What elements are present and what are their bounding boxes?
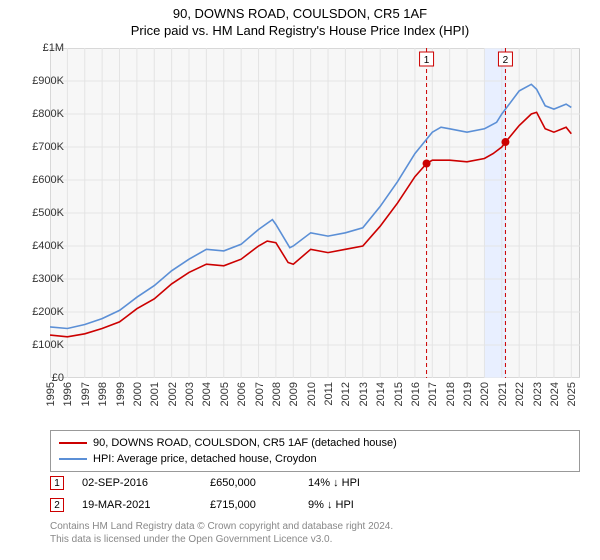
legend-item-price-paid: 90, DOWNS ROAD, COULSDON, CR5 1AF (detac…	[59, 435, 571, 451]
legend-swatch	[59, 442, 87, 444]
y-tick-label: £900K	[22, 75, 64, 87]
x-tick-label: 2016	[410, 382, 422, 406]
x-tick-label: 2001	[149, 382, 161, 406]
svg-text:1: 1	[424, 55, 430, 66]
legend-label: 90, DOWNS ROAD, COULSDON, CR5 1AF (detac…	[93, 435, 397, 451]
x-tick-label: 2017	[427, 382, 439, 406]
x-tick-label: 2019	[462, 382, 474, 406]
x-tick-label: 2010	[306, 382, 318, 406]
svg-text:2: 2	[503, 55, 509, 66]
x-tick-label: 2025	[566, 382, 578, 406]
x-tick-label: 2005	[219, 382, 231, 406]
sale-row: 2 19-MAR-2021 £715,000 9% ↓ HPI	[50, 494, 580, 516]
sale-diff: 9% ↓ HPI	[308, 499, 388, 511]
chart-area: 12	[50, 48, 580, 378]
x-tick-label: 2000	[132, 382, 144, 406]
y-tick-label: £1M	[22, 42, 64, 54]
sale-row: 1 02-SEP-2016 £650,000 14% ↓ HPI	[50, 472, 580, 494]
x-tick-label: 2014	[375, 382, 387, 406]
sale-date: 19-MAR-2021	[82, 499, 192, 511]
x-tick-label: 2004	[201, 382, 213, 406]
x-tick-label: 2021	[497, 382, 509, 406]
x-tick-label: 2008	[271, 382, 283, 406]
y-tick-label: £600K	[22, 174, 64, 186]
x-tick-label: 2012	[340, 382, 352, 406]
footer-line: Contains HM Land Registry data © Crown c…	[50, 520, 580, 533]
x-tick-label: 2022	[514, 382, 526, 406]
x-tick-label: 2024	[549, 382, 561, 406]
y-tick-label: £100K	[22, 339, 64, 351]
sale-marker-badge: 2	[50, 498, 64, 512]
x-tick-label: 2011	[323, 382, 335, 406]
legend-label: HPI: Average price, detached house, Croy…	[93, 451, 317, 467]
x-tick-label: 2023	[532, 382, 544, 406]
y-tick-label: £0	[22, 372, 64, 384]
sale-diff: 14% ↓ HPI	[308, 477, 388, 489]
x-tick-label: 1997	[80, 382, 92, 406]
x-tick-label: 2003	[184, 382, 196, 406]
x-tick-label: 2007	[254, 382, 266, 406]
x-tick-label: 2018	[445, 382, 457, 406]
sale-marker-badge: 1	[50, 476, 64, 490]
x-tick-label: 2002	[167, 382, 179, 406]
footer-attribution: Contains HM Land Registry data © Crown c…	[50, 520, 580, 546]
chart-title-address: 90, DOWNS ROAD, COULSDON, CR5 1AF	[0, 6, 600, 21]
title-area: 90, DOWNS ROAD, COULSDON, CR5 1AF Price …	[0, 0, 600, 38]
chart-subtitle: Price paid vs. HM Land Registry's House …	[0, 23, 600, 38]
x-tick-label: 2015	[393, 382, 405, 406]
x-tick-label: 2009	[288, 382, 300, 406]
x-tick-label: 1995	[45, 382, 57, 406]
sales-table: 1 02-SEP-2016 £650,000 14% ↓ HPI 2 19-MA…	[50, 472, 580, 516]
chart-container: 90, DOWNS ROAD, COULSDON, CR5 1AF Price …	[0, 0, 600, 560]
y-tick-label: £500K	[22, 207, 64, 219]
x-tick-label: 2006	[236, 382, 248, 406]
legend-box: 90, DOWNS ROAD, COULSDON, CR5 1AF (detac…	[50, 430, 580, 472]
y-tick-label: £700K	[22, 141, 64, 153]
y-tick-label: £200K	[22, 306, 64, 318]
sale-price: £715,000	[210, 499, 290, 511]
y-tick-label: £800K	[22, 108, 64, 120]
x-tick-label: 2013	[358, 382, 370, 406]
sale-price: £650,000	[210, 477, 290, 489]
sale-date: 02-SEP-2016	[82, 477, 192, 489]
footer-line: This data is licensed under the Open Gov…	[50, 533, 580, 546]
x-tick-label: 2020	[479, 382, 491, 406]
legend-item-hpi: HPI: Average price, detached house, Croy…	[59, 451, 571, 467]
chart-svg: 12	[50, 48, 580, 378]
x-tick-label: 1999	[115, 382, 127, 406]
y-tick-label: £400K	[22, 240, 64, 252]
y-tick-label: £300K	[22, 273, 64, 285]
x-tick-label: 1996	[62, 382, 74, 406]
x-tick-label: 1998	[97, 382, 109, 406]
legend-swatch	[59, 458, 87, 460]
